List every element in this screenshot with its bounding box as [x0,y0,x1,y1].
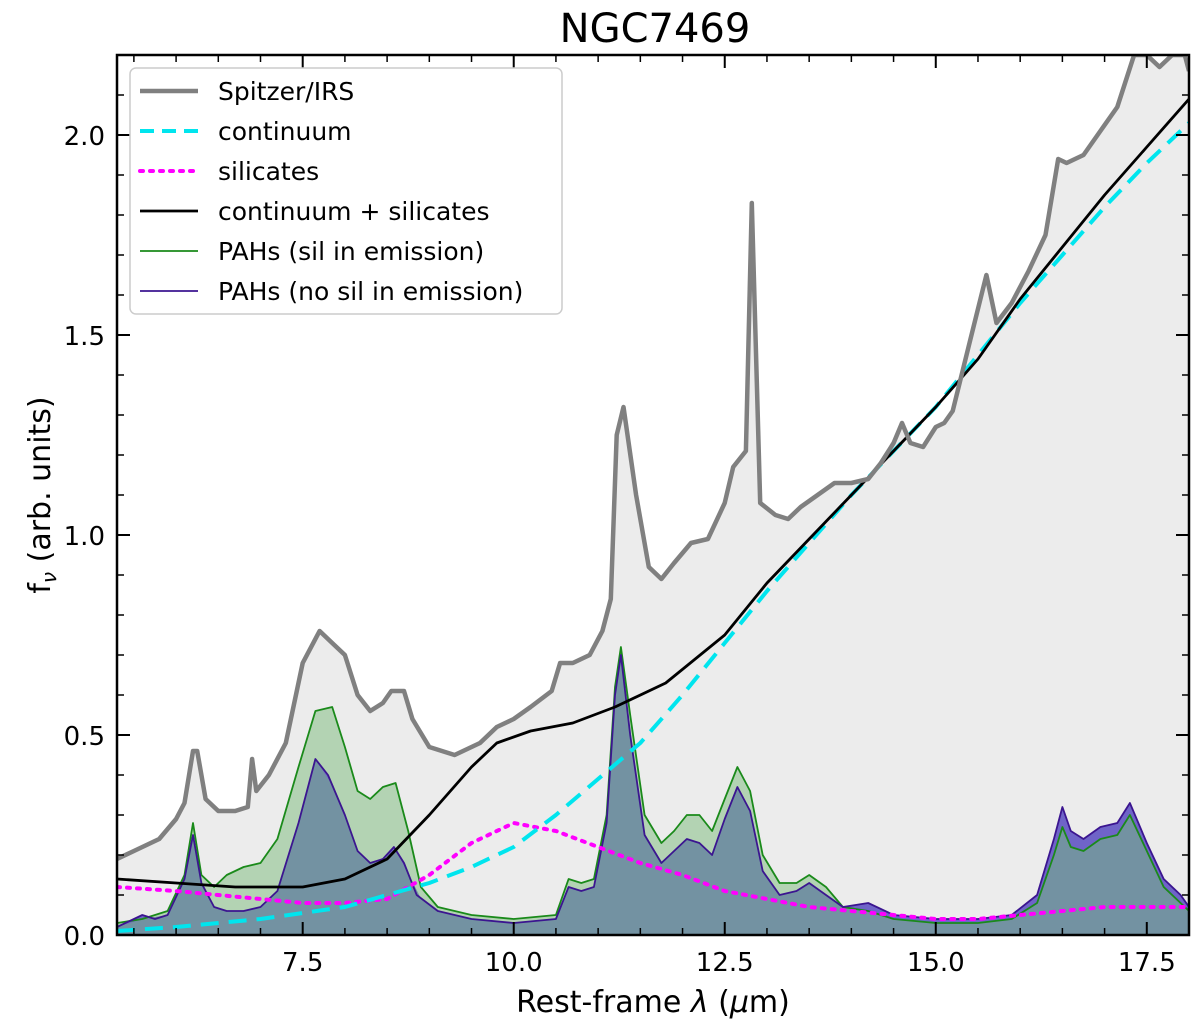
series-line-continuum [117,121,1189,933]
y-tick-label: 1.5 [64,322,105,352]
y-tick-label: 1.0 [64,522,105,552]
x-tick-label: 12.5 [696,948,754,978]
series-line-pahs-sil-in-emission [117,646,1189,924]
x-axis-label: Rest-frame λ (μm) [516,985,790,1020]
x-tick-label: 17.5 [1118,948,1176,978]
legend-label: continuum + silicates [218,197,490,226]
axis-ticks: 7.5 10.0 12.5 15.0 17.5 0.0 0.5 1.0 1.5 2.0 [64,54,1190,978]
series-line-pahs-no-sil-in-emission [117,654,1189,928]
series-line-silicates [117,821,1189,921]
pah-overlap-fill [117,655,1189,935]
irs-fill [117,55,1189,935]
legend: Spitzer/IRS continuum silicates continuum +… [129,67,563,315]
series-line-spitzer-irs [117,55,1189,862]
y-tick-label: 2.0 [64,122,105,152]
x-tick-label: 10.0 [485,948,543,978]
x-tick-label: 7.5 [282,948,323,978]
legend-label: continuum [218,117,352,146]
y-tick-label: 0.5 [64,722,105,752]
legend-label: PAHs (no sil in emission) [218,277,523,306]
legend-label: Spitzer/IRS [218,77,354,106]
x-tick-label: 15.0 [907,948,965,978]
series-line-continuum-silicates [117,98,1189,889]
y-axis-label: fν (arb. units) [23,396,61,593]
chart-title: NGC7469 [560,6,751,52]
legend-box [129,67,563,315]
legend-label: PAHs (sil in emission) [218,237,484,266]
legend-label: silicates [218,157,319,186]
y-tick-label: 0.0 [64,922,105,952]
plot-area [117,55,1189,935]
